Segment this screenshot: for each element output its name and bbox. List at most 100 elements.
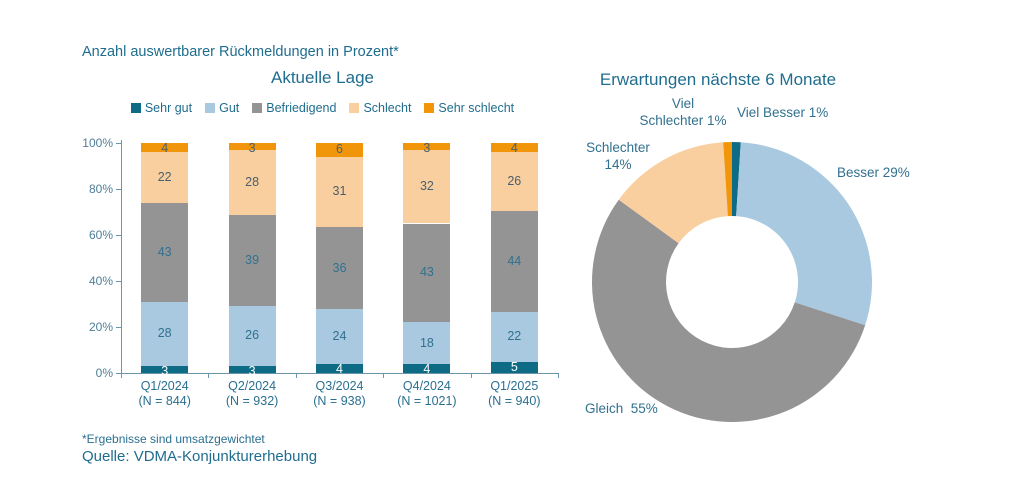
donut-label-line: Viel Besser 1%	[737, 105, 829, 120]
bar-value-label: 43	[419, 265, 434, 280]
bar-segment-sehr-schlecht: 3	[403, 141, 451, 155]
x-category-label-line: (N = 940)	[488, 394, 541, 408]
x-category-label-line: Q3/2024	[315, 379, 364, 393]
y-tick	[116, 235, 121, 236]
donut-slice-viel-besser	[732, 142, 741, 217]
bar-segment-schlecht: 32	[403, 149, 451, 224]
y-tick	[116, 143, 121, 144]
donut-label-gleich: Gleich 55%	[585, 400, 715, 417]
x-category-label-line: (N = 932)	[225, 394, 279, 408]
y-axis-line	[121, 140, 122, 374]
x-category-label-line: (N = 844)	[138, 394, 191, 408]
donut-label-line: Besser 29%	[837, 165, 910, 180]
legend-item-gut: Gut	[205, 101, 239, 115]
bar-segment-sehr-schlecht: 4	[490, 141, 538, 155]
report-subtitle: Anzahl auswertbarer Rückmeldungen in Pro…	[82, 44, 399, 60]
bar-value-label: 22	[157, 169, 172, 184]
footnote: *Ergebnisse sind umsatzgewichtet	[82, 432, 265, 446]
bar-segment-sehr-schlecht: 4	[141, 141, 189, 155]
bar-value-label: 24	[332, 329, 347, 344]
legend-swatch-sehr-schlecht	[424, 103, 435, 113]
legend-label: Befriedigend	[266, 101, 337, 115]
donut-label-viel-besser: Viel Besser 1%	[737, 104, 867, 121]
legend-label: Sehr schlecht	[438, 101, 515, 115]
legend-label: Gut	[219, 101, 240, 115]
x-category-label-line: (N = 1021)	[397, 394, 457, 408]
x-tick	[383, 374, 385, 378]
bar-segment-sehr-schlecht: 3	[228, 141, 276, 155]
bar-value-label: 3	[423, 141, 431, 155]
x-category-label: Q3/2024 (N = 938)	[294, 379, 386, 409]
legend-swatch-befriedigend	[252, 103, 263, 113]
bar-value-label: 32	[419, 179, 434, 194]
bar-segment-befriedigend: 39	[228, 215, 276, 306]
bar-segment-sehr-gut: 3	[141, 364, 189, 378]
y-tick-label: 80%	[88, 182, 113, 196]
bar-segment-schlecht: 26	[490, 152, 538, 212]
bar-segment-gut: 24	[316, 309, 363, 364]
bar-segment-schlecht: 31	[316, 156, 363, 228]
bar-segment-gut: 22	[490, 311, 538, 362]
donut-label-line: 14%	[604, 157, 632, 172]
bar-value-label: 39	[245, 252, 260, 267]
legend-item-sehr-schlecht: Sehr schlecht	[424, 101, 514, 115]
donut-slice-besser	[736, 142, 873, 326]
bar-value-label: 31	[332, 184, 347, 199]
bar-segment-befriedigend: 43	[141, 202, 189, 302]
legend-label: Sehr gut	[144, 101, 193, 115]
x-tick	[295, 374, 297, 378]
bar-value-label: 26	[507, 174, 522, 189]
legend-swatch-gut	[205, 103, 216, 113]
bar-value-label: 28	[245, 174, 260, 189]
donut-label-besser: Besser 29%	[837, 164, 967, 181]
legend-swatch-schlecht	[349, 103, 360, 113]
donut-label-viel-schlechter: Viel Schlechter 1%	[621, 95, 745, 129]
bar-segment-gut: 26	[228, 305, 276, 367]
donut-label-line: Gleich 55%	[585, 401, 658, 416]
bar-segment-schlecht: 28	[228, 149, 276, 216]
source-line: Quelle: VDMA-Konjunkturerhebung	[82, 448, 318, 465]
bar-value-label: 26	[245, 328, 260, 343]
y-tick	[116, 373, 121, 374]
x-category-label: Q1/2025 (N = 940)	[468, 379, 560, 409]
bar-value-label: 3	[161, 364, 169, 379]
bar-segment-sehr-gut: 4	[403, 362, 451, 376]
x-category-label-line: Q1/2025	[490, 379, 539, 393]
bar-value-label: 18	[419, 335, 434, 350]
bar-segment-sehr-gut: 4	[316, 361, 363, 376]
x-category-label: Q1/2024 (N = 844)	[119, 379, 211, 409]
x-category-label-line: (N = 938)	[313, 394, 366, 408]
legend-swatch-sehr-gut	[130, 103, 141, 113]
donut-chart-title: Erwartungen nächste 6 Monate	[599, 70, 837, 89]
bar-value-label: 43	[157, 244, 172, 259]
bar-segment-sehr-gut: 3	[228, 364, 276, 378]
x-category-label-line: Q1/2024	[140, 379, 189, 393]
x-category-label-line: Q4/2024	[402, 379, 451, 393]
bar-value-label: 6	[336, 142, 343, 157]
bar-value-label: 4	[510, 141, 518, 155]
legend-label: Schlecht	[363, 101, 412, 115]
bar-segment-sehr-gut: 5	[490, 360, 538, 374]
x-tick	[121, 374, 122, 378]
legend-item-befriedigend: Befriedigend	[252, 101, 336, 115]
bar-value-label: 44	[507, 253, 522, 268]
bar-segment-schlecht: 22	[141, 152, 189, 203]
bar-value-label: 4	[336, 361, 343, 376]
bar-chart-legend: Sehr gut Gut Befriedigend Schlecht Sehr schl…	[85, 101, 560, 115]
donut-label-line: Schlechter 1%	[639, 113, 727, 128]
legend-item-schlecht: Schlecht	[349, 101, 411, 115]
bar-segment-gut: 28	[141, 301, 189, 367]
donut-slice-gleich	[592, 199, 866, 423]
donut-label-schlechter: Schlechter 14%	[570, 139, 666, 173]
donut-slice-viel-schlechter	[723, 142, 732, 217]
y-tick-label: 100%	[82, 136, 113, 150]
bar-value-label: 3	[248, 364, 256, 379]
bar-value-label: 4	[161, 141, 169, 155]
x-category-label-line: Q2/2024	[228, 379, 277, 393]
y-tick-label: 40%	[88, 274, 113, 288]
bar-value-label: 3	[248, 141, 256, 155]
bar-value-label: 28	[157, 326, 172, 341]
y-tick	[116, 189, 121, 190]
